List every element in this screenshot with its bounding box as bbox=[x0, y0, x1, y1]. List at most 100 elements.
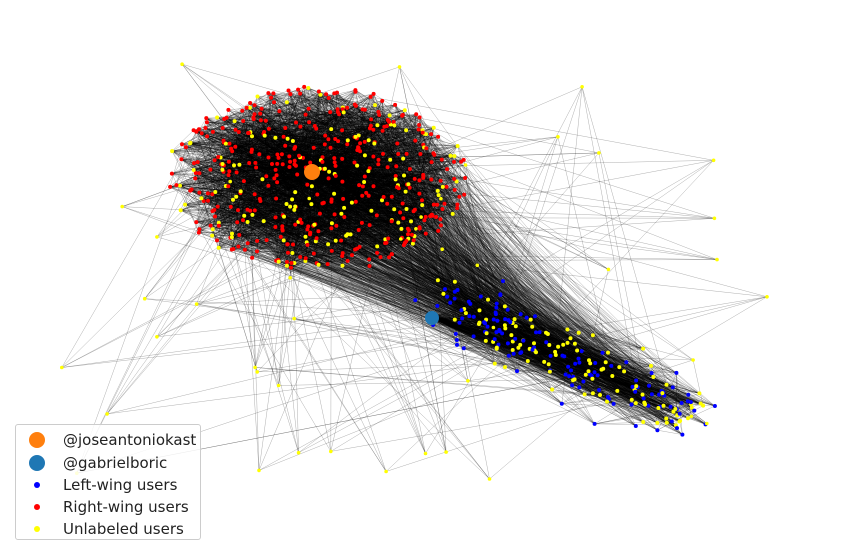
user-node bbox=[592, 370, 597, 375]
user-node bbox=[484, 331, 489, 336]
user-node bbox=[452, 154, 457, 159]
user-node bbox=[321, 200, 326, 205]
user-node bbox=[178, 208, 183, 213]
user-node bbox=[492, 361, 497, 366]
user-node bbox=[387, 255, 392, 260]
user-node bbox=[329, 221, 334, 226]
user-node bbox=[263, 118, 268, 123]
user-node bbox=[290, 251, 295, 255]
user-node bbox=[333, 173, 338, 178]
user-node bbox=[674, 370, 679, 375]
user-node bbox=[375, 250, 380, 255]
user-node bbox=[394, 164, 399, 169]
user-node bbox=[360, 184, 365, 189]
user-node bbox=[229, 235, 234, 240]
user-node bbox=[276, 383, 281, 388]
legend-label-left-wing: Left-wing users bbox=[63, 476, 178, 494]
user-node bbox=[228, 204, 233, 209]
user-node bbox=[553, 353, 558, 357]
user-node bbox=[286, 250, 290, 255]
legend-label-kast: @joseantoniokast bbox=[63, 431, 197, 449]
user-node bbox=[460, 316, 465, 321]
user-node bbox=[402, 108, 407, 113]
user-node bbox=[316, 89, 321, 94]
user-node bbox=[340, 107, 345, 112]
legend-item-kast: @joseantoniokast bbox=[16, 429, 200, 451]
user-node bbox=[448, 300, 453, 305]
user-node bbox=[487, 477, 492, 481]
user-node bbox=[320, 155, 325, 160]
user-node bbox=[315, 192, 320, 197]
user-node bbox=[697, 391, 702, 396]
user-node bbox=[471, 334, 476, 339]
user-node bbox=[250, 255, 255, 260]
user-node bbox=[280, 162, 285, 167]
user-node bbox=[420, 203, 425, 208]
user-node bbox=[568, 336, 573, 341]
user-node bbox=[252, 112, 257, 117]
user-node bbox=[353, 199, 358, 204]
user-node bbox=[649, 371, 654, 375]
user-node bbox=[320, 159, 325, 164]
user-node bbox=[438, 223, 443, 228]
user-node bbox=[318, 92, 323, 97]
user-node bbox=[634, 378, 639, 383]
user-node bbox=[258, 199, 263, 203]
user-node bbox=[220, 162, 225, 166]
user-node bbox=[332, 212, 337, 217]
user-node bbox=[266, 91, 271, 96]
user-node bbox=[234, 170, 239, 175]
user-node bbox=[233, 144, 238, 149]
user-node bbox=[340, 263, 345, 268]
user-node bbox=[293, 163, 298, 168]
user-node bbox=[328, 110, 333, 115]
user-node bbox=[711, 158, 716, 163]
user-node bbox=[272, 176, 277, 181]
user-node bbox=[329, 226, 334, 231]
user-node bbox=[420, 198, 424, 203]
user-node bbox=[385, 201, 390, 206]
user-node bbox=[308, 232, 312, 237]
user-node bbox=[371, 127, 376, 132]
user-node bbox=[455, 144, 460, 148]
user-node bbox=[292, 261, 297, 265]
user-node bbox=[600, 350, 605, 355]
user-node bbox=[305, 182, 310, 187]
user-node bbox=[308, 160, 313, 165]
user-node bbox=[655, 420, 660, 425]
user-node bbox=[530, 324, 535, 329]
user-node bbox=[411, 238, 416, 243]
user-node bbox=[503, 326, 508, 331]
user-node bbox=[276, 259, 281, 264]
user-node bbox=[328, 145, 333, 150]
user-node bbox=[196, 230, 201, 235]
user-node bbox=[617, 365, 622, 370]
user-node bbox=[450, 211, 455, 216]
user-node bbox=[298, 255, 303, 259]
user-node bbox=[673, 407, 678, 411]
user-node bbox=[266, 126, 271, 131]
user-node bbox=[567, 374, 572, 379]
user-node bbox=[511, 351, 516, 356]
user-node bbox=[611, 401, 616, 406]
user-node bbox=[452, 296, 457, 301]
user-node bbox=[197, 190, 202, 195]
user-node bbox=[442, 201, 447, 206]
user-node bbox=[547, 369, 552, 374]
user-node bbox=[170, 149, 175, 154]
user-node bbox=[404, 151, 409, 156]
user-node bbox=[502, 304, 507, 309]
user-node bbox=[524, 315, 529, 320]
user-node bbox=[406, 232, 410, 237]
user-node bbox=[641, 396, 646, 401]
user-node bbox=[556, 135, 560, 139]
user-node bbox=[685, 399, 690, 404]
user-node bbox=[577, 360, 582, 365]
user-node bbox=[369, 208, 374, 213]
user-node bbox=[389, 219, 394, 224]
user-node bbox=[413, 138, 418, 143]
user-node bbox=[356, 146, 361, 151]
user-node bbox=[383, 241, 388, 246]
user-node bbox=[261, 219, 266, 224]
